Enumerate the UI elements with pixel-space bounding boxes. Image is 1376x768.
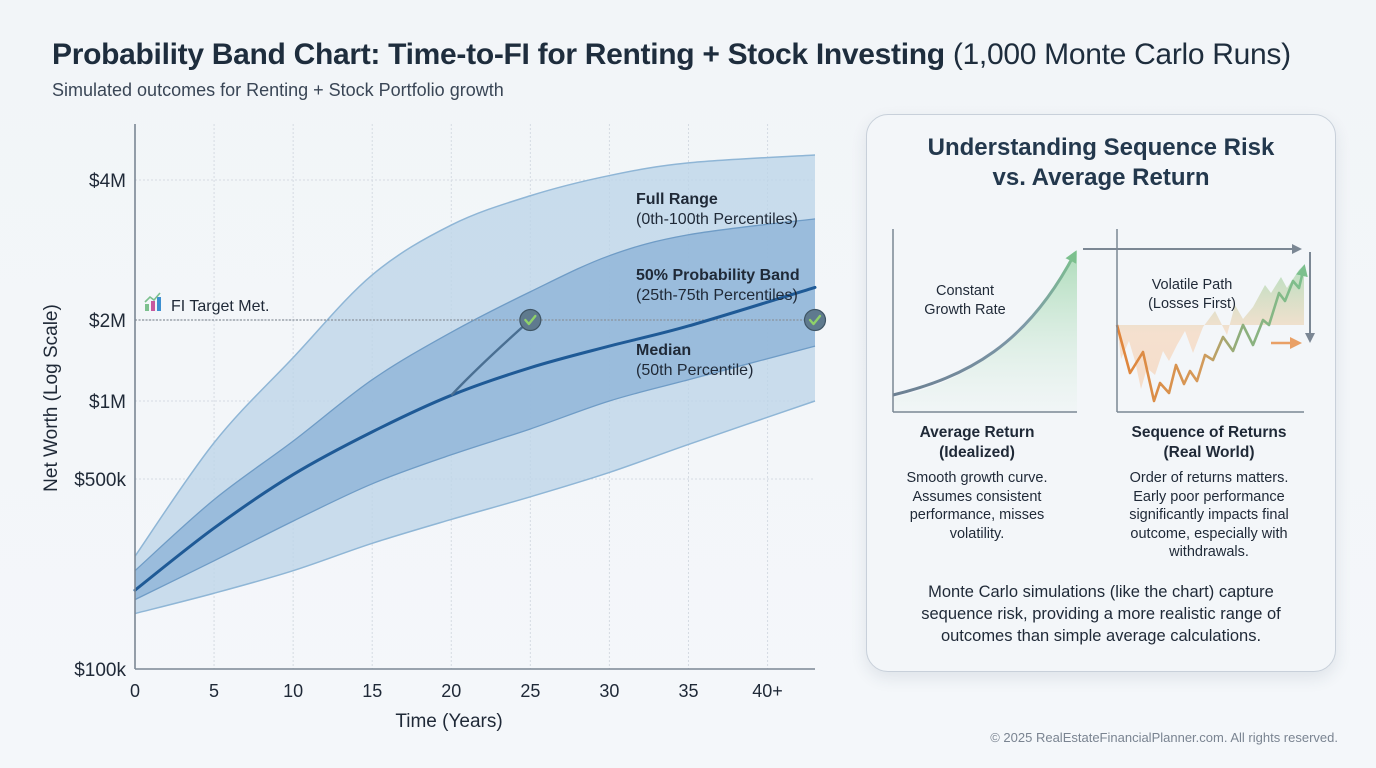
fi-target-label: FI Target Met. (171, 298, 269, 315)
average-return-diagram (892, 229, 1077, 413)
x-tick-label: 5 (209, 681, 219, 701)
icon-trend (144, 292, 161, 303)
icon-bar (145, 304, 149, 311)
x-axis-title: Time (Years) (395, 711, 502, 732)
x-tick-label: 40+ (752, 681, 783, 701)
x-tick-label: 10 (283, 681, 303, 701)
icon-bar (151, 301, 155, 311)
page-title-main: Probability Band Chart: Time-to-FI for R… (52, 38, 945, 71)
average-return-heading-line1: Average Return (919, 424, 1035, 441)
full-range-lower-edge (134, 400, 816, 615)
y-tick-label: $100k (74, 660, 126, 681)
monte-carlo-summary: Monte Carlo simulations (like the chart)… (887, 581, 1315, 647)
iqr-lower-edge (134, 345, 816, 601)
average-return-heading: Average Return (Idealized) (877, 423, 1077, 463)
x-tick-label: 15 (362, 681, 382, 701)
probability-band-chart: 0 5 10 15 20 25 30 35 40+ $100k $500k $1M $2M $4M Time… (41, 124, 827, 732)
y-axis-title: Net Worth (Log Scale) (41, 304, 62, 492)
y-tick-label: $1M (89, 392, 126, 413)
lines (133, 285, 817, 592)
marker-circle (803, 308, 827, 332)
check-icon (524, 314, 537, 326)
band-annotation-detail: (0th-100th Percentiles) (636, 211, 798, 228)
panel-title-line1: Understanding Sequence Risk (927, 134, 1275, 161)
sequence-risk-panel: Understanding Sequence Risk vs. Average … (866, 114, 1336, 672)
axes (134, 124, 815, 670)
sequence-returns-heading: Sequence of Returns (Real World) (1099, 423, 1319, 463)
sequence-returns-description: Order of returns matters. Early poor per… (1094, 469, 1324, 562)
average-return-heading-line2: (Idealized) (939, 444, 1015, 461)
sequence-returns-heading-line1: Sequence of Returns (1131, 424, 1287, 441)
volatile-path-label-2: (Losses First) (1148, 296, 1236, 312)
band-annotation-title: Median (636, 342, 691, 359)
panel-title-line2: vs. Average Return (992, 164, 1210, 191)
summary-line: Monte Carlo simulations (like the chart)… (928, 583, 1274, 601)
band-annotation-detail: (25th-75th Percentiles) (636, 287, 798, 304)
growth-chart-icon (144, 292, 161, 311)
band-annotation-title: 50% Probability Band (636, 267, 800, 284)
growth-area (893, 250, 1077, 411)
sequence-returns-text: withdrawals. (1169, 544, 1249, 560)
panel-title: Understanding Sequence Risk vs. Average … (867, 133, 1335, 193)
sequence-returns-text: Early poor performance (1133, 488, 1285, 505)
early-fi-path (450, 319, 532, 397)
average-return-description: Smooth growth curve. Assumes consistent … (872, 469, 1082, 543)
volatile-path-line (1115, 264, 1308, 403)
x-tick-label: 35 (678, 681, 698, 701)
fi-met-marker (519, 308, 542, 332)
constant-growth-label-2: Growth Rate (924, 302, 1005, 318)
sequence-returns-text: Order of returns matters. (1129, 470, 1289, 486)
gain-area (1117, 265, 1304, 389)
summary-line: sequence risk, providing a more realisti… (921, 605, 1281, 623)
sequence-returns-text: outcome, especially with (1130, 525, 1288, 542)
volatile-path-label-1: Volatile Path (1152, 277, 1233, 293)
average-return-text: Smooth growth curve. (906, 470, 1048, 486)
bands (134, 154, 816, 615)
constant-growth-label-1: Constant (936, 283, 994, 299)
band-annotation-detail: (50th Percentile) (636, 362, 753, 379)
check-icon (808, 314, 822, 326)
y-tick-label: $4M (89, 171, 126, 192)
sequence-diagrams: Constant Growth Rate Volatile Path (Loss… (892, 229, 1315, 413)
sequence-returns-text: significantly impacts final (1129, 507, 1289, 523)
sequence-returns-heading-line2: (Real World) (1163, 444, 1255, 461)
page-title: Probability Band Chart: Time-to-FI for R… (52, 38, 1291, 72)
icon-bar (157, 297, 161, 311)
sequence-returns-diagram (1083, 229, 1315, 413)
y-tick-label: $500k (74, 470, 126, 491)
iqr-band (135, 218, 815, 600)
x-tick-label: 25 (520, 681, 540, 701)
x-tick-label: 20 (441, 681, 461, 701)
x-tick-label: 0 (130, 681, 140, 701)
y-tick-label: $2M (89, 311, 126, 332)
constant-growth-curve (892, 250, 1077, 397)
average-return-text: Assumes consistent (912, 488, 1042, 505)
page-title-runs: (1,000 Monte Carlo Runs) (952, 38, 1291, 71)
average-return-text: performance, misses (909, 507, 1045, 523)
band-annotation-title: Full Range (636, 191, 718, 208)
summary-line: outcomes than simple average calculation… (940, 627, 1262, 645)
marker-circle (519, 308, 542, 332)
x-tick-label: 30 (599, 681, 619, 701)
full-range-upper-edge (134, 154, 816, 557)
copyright-footer: © 2025 RealEstateFinancialPlanner.com. A… (990, 730, 1338, 745)
average-return-text: volatility. (949, 525, 1005, 542)
page-subtitle: Simulated outcomes for Renting + Stock P… (52, 80, 504, 100)
iqr-upper-edge (134, 218, 816, 572)
labels: 0 5 10 15 20 25 30 35 40+ $100k $500k $1M $2M $4M Time… (41, 171, 827, 732)
fi-met-marker (803, 308, 827, 332)
